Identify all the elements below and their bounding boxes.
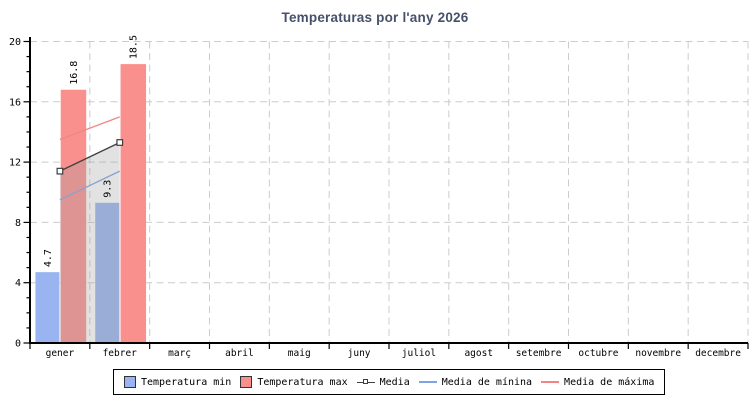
media-marker <box>56 167 64 175</box>
bar-value-label: 18.5 <box>129 35 140 59</box>
legend-marker-line <box>356 378 375 387</box>
bar-temperatura-max-febrer <box>120 64 147 344</box>
x-tick-label-novembre: novembre <box>635 348 681 359</box>
x-tick-label-febrer: febrer <box>103 348 138 359</box>
legend-item-media-de-mínina: Media de mínina <box>418 376 533 388</box>
legend-swatch <box>240 376 253 388</box>
y-tick-label: 16 <box>9 97 21 108</box>
x-tick-label-agost: agost <box>464 348 493 359</box>
x-tick-label-setembre: setembre <box>516 348 562 359</box>
media-marker <box>116 139 124 146</box>
legend-line <box>418 381 437 383</box>
bar-value-label: 4.7 <box>43 249 54 267</box>
chart-legend: Temperatura min Temperatura max Media Media… <box>113 369 666 395</box>
bar-temperatura-max-gener <box>60 89 87 344</box>
legend-item-temperatura-max: Temperatura max <box>240 376 348 388</box>
x-tick-label-decembre: decembre <box>695 348 741 359</box>
bar-temperatura-min-febrer <box>95 202 120 343</box>
bar-value-label: 16.8 <box>69 61 80 85</box>
legend-item-temperatura-min: Temperatura min <box>124 376 231 388</box>
legend-label: Media <box>379 376 410 388</box>
y-tick-label: 8 <box>15 218 21 229</box>
line-media <box>59 141 121 172</box>
line-media-de-máxima <box>59 116 120 141</box>
legend-line <box>541 381 560 383</box>
legend-item-media: Media <box>356 376 410 388</box>
legend-label: Media de máxima <box>564 376 655 388</box>
x-tick-label-març: març <box>168 348 191 359</box>
legend-swatch <box>124 376 136 388</box>
x-tick-label-octubre: octubre <box>578 348 618 359</box>
legend-label: Temperatura min <box>141 376 232 388</box>
x-tick-label-gener: gener <box>46 348 75 359</box>
legend-item-media-de-máxima: Media de máxima <box>541 377 654 388</box>
y-tick-label: 4 <box>15 278 21 289</box>
legend-label: Media de mínina <box>441 376 533 388</box>
chart-title: Temperaturas por l'any 2026 <box>281 10 469 25</box>
x-tick-label-juny: juny <box>348 348 371 359</box>
legend-label: Temperatura max <box>257 376 348 388</box>
y-tick-label: 12 <box>9 158 21 169</box>
area-media <box>59 142 120 343</box>
open-square-marker-icon <box>362 379 368 384</box>
x-tick-label-juliol: juliol <box>402 348 436 359</box>
bar-temperatura-min-gener <box>35 272 60 343</box>
y-tick-label: 0 <box>15 339 21 350</box>
line-media-de-mínina <box>59 170 121 201</box>
x-tick-label-abril: abril <box>225 348 254 359</box>
y-tick-label: 20 <box>9 37 21 48</box>
bar-value-label: 9.3 <box>103 180 114 198</box>
x-tick-label-maig: maig <box>288 348 311 359</box>
